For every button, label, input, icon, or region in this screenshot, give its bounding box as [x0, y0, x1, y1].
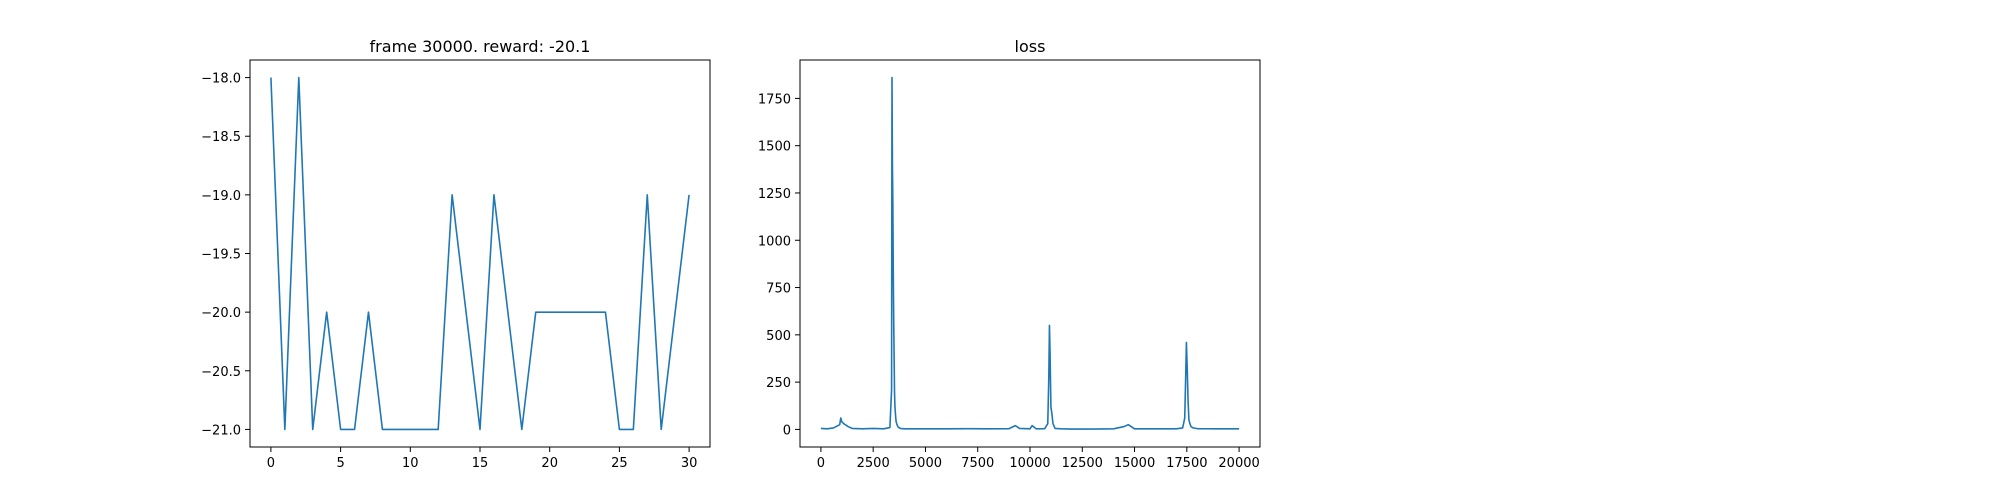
- loss-axes-frame: [799, 59, 1261, 448]
- reward-y-tick-label: −18.0: [201, 72, 241, 87]
- reward-chart-title: frame 30000. reward: -20.1: [370, 37, 591, 56]
- loss-x-tick-label: 2500: [857, 456, 890, 471]
- loss-x-tick-label: 10000: [1009, 456, 1050, 471]
- loss-x-tick-label: 15000: [1114, 456, 1155, 471]
- loss-x-tick-label: 17500: [1166, 456, 1207, 471]
- loss-y-tick-label: 1000: [758, 234, 791, 249]
- loss-chart-title: loss: [1015, 37, 1046, 56]
- reward-x-tick-label: 5: [336, 456, 344, 471]
- loss-x-tick-label: 7500: [961, 456, 994, 471]
- reward-y-tick-label: −21.0: [201, 423, 241, 438]
- reward-chart: frame 30000. reward: -20.1 0 5 10 15 20 25 30 −…: [201, 37, 711, 471]
- loss-y-tick-label: 750: [766, 282, 791, 297]
- reward-series-line: [270, 76, 690, 431]
- loss-x-tick-label: 0: [817, 456, 825, 471]
- loss-y-tick-label: 1250: [758, 187, 791, 202]
- loss-y-tick-label: 500: [766, 329, 791, 344]
- reward-x-tick-label: 0: [267, 456, 275, 471]
- reward-x-tick-label: 30: [681, 456, 698, 471]
- loss-series-line: [820, 76, 1240, 430]
- reward-y-tick-label: −19.5: [201, 248, 241, 263]
- reward-x-tick-label: 25: [611, 456, 628, 471]
- loss-x-tick-label: 12500: [1062, 456, 1103, 471]
- loss-x-tick-label: 5000: [909, 456, 942, 471]
- reward-y-tick-label: −18.5: [201, 130, 241, 145]
- reward-y-tick-label: −20.0: [201, 306, 241, 321]
- loss-y-tick-label: 1500: [758, 140, 791, 155]
- reward-y-tick-label: −19.0: [201, 189, 241, 204]
- loss-y-tick-label: 1750: [758, 92, 791, 107]
- reward-y-tick-label: −20.5: [201, 365, 241, 380]
- loss-y-tick-label: 0: [783, 423, 791, 438]
- loss-x-tick-label: 20000: [1218, 456, 1259, 471]
- loss-y-tick-label: 250: [766, 376, 791, 391]
- loss-chart: loss 0 2500 5000 7500 10000 12500 15000 17500 20…: [758, 37, 1261, 471]
- reward-x-tick-label: 20: [541, 456, 558, 471]
- reward-x-tick-label: 15: [472, 456, 489, 471]
- reward-x-tick-label: 10: [402, 456, 419, 471]
- reward-axes-frame: [249, 59, 711, 448]
